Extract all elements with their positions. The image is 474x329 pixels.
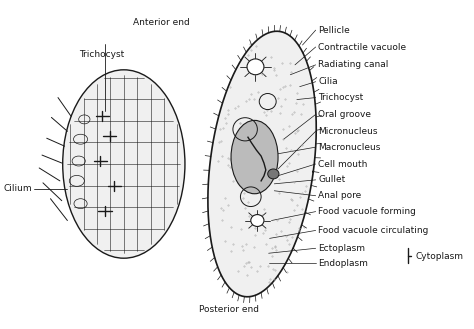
Ellipse shape (247, 59, 264, 75)
Ellipse shape (63, 70, 185, 258)
Ellipse shape (231, 120, 278, 194)
Text: Trichocyst: Trichocyst (319, 93, 364, 102)
Text: Anterior end: Anterior end (133, 18, 190, 27)
Text: Cilium: Cilium (3, 184, 32, 193)
Text: Food vacuole circulating: Food vacuole circulating (319, 226, 429, 235)
Text: Trichocyst: Trichocyst (80, 50, 125, 59)
Text: Cell mouth: Cell mouth (319, 160, 368, 168)
Text: Pellicle: Pellicle (319, 26, 350, 35)
Polygon shape (208, 31, 316, 297)
Ellipse shape (251, 215, 264, 226)
Text: Posterior end: Posterior end (199, 305, 259, 314)
Ellipse shape (268, 169, 279, 179)
Text: Radiating canal: Radiating canal (319, 60, 389, 69)
Text: Cytoplasm: Cytoplasm (415, 252, 464, 261)
Text: Oral groove: Oral groove (319, 110, 372, 119)
Text: Gullet: Gullet (319, 175, 346, 184)
Text: Contractile vacuole: Contractile vacuole (319, 42, 407, 52)
Text: Macronucleus: Macronucleus (319, 143, 381, 152)
Text: Cilia: Cilia (319, 77, 338, 86)
Text: Endoplasm: Endoplasm (319, 259, 368, 268)
Text: Ectoplasm: Ectoplasm (319, 244, 365, 253)
Text: Anal pore: Anal pore (319, 191, 362, 200)
Text: Food vacuole forming: Food vacuole forming (319, 207, 416, 216)
Text: Micronucleus: Micronucleus (319, 127, 378, 136)
